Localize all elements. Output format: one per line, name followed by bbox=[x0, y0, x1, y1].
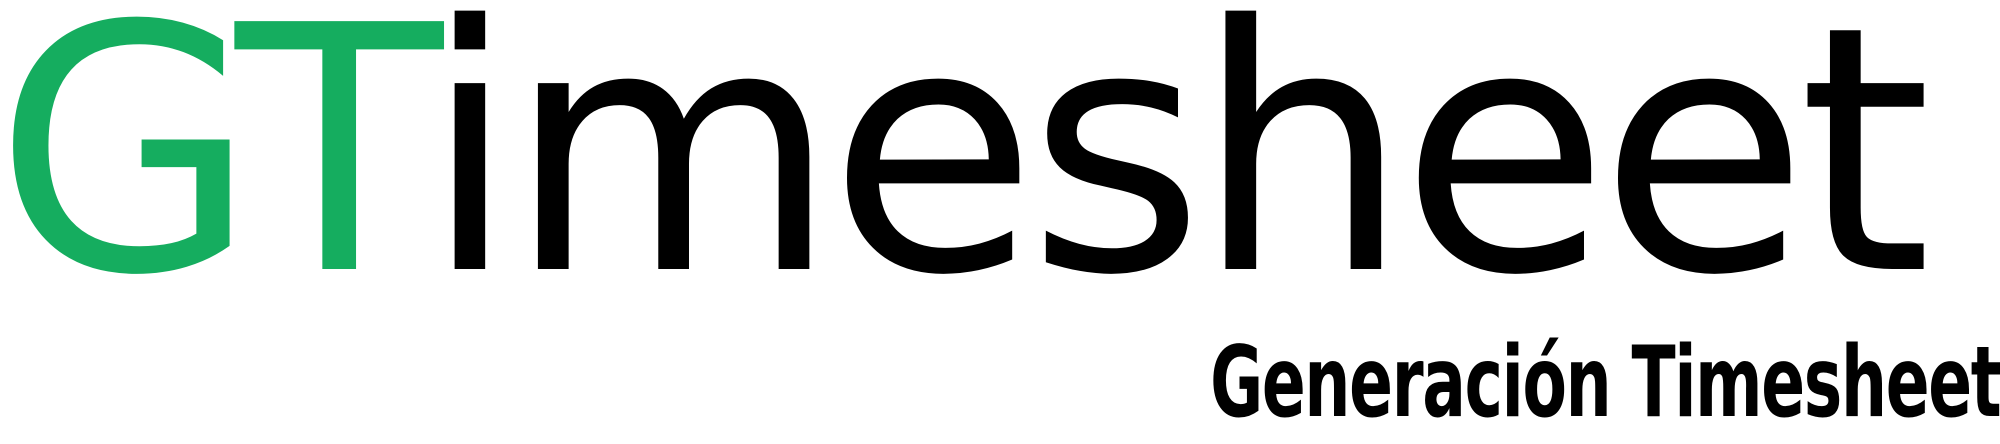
wordmark-accent-letters: GT bbox=[0, 0, 433, 350]
logo-tagline: Generación Timesheet bbox=[1209, 326, 2000, 440]
logo-wordmark: GTimesheet bbox=[0, 0, 1932, 322]
wordmark-rest: imesheet bbox=[422, 0, 1932, 350]
